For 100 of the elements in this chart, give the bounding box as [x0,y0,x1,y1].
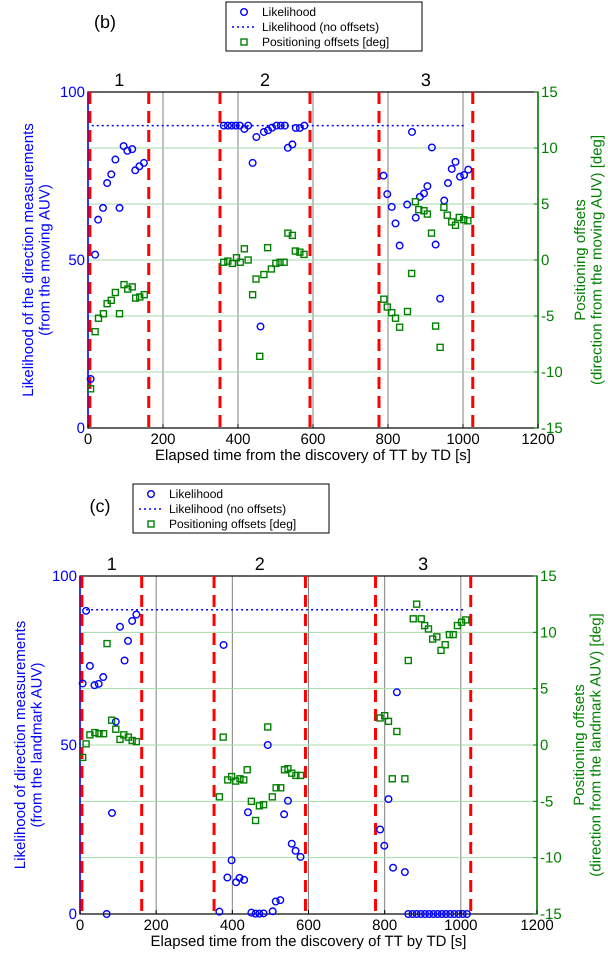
point [446,910,454,918]
point [124,285,132,293]
y2-tick-label: 5 [541,196,550,213]
legend-label: Likelihood [262,5,316,19]
point [136,293,144,301]
point [392,688,401,696]
point [277,784,284,792]
point [82,740,90,748]
y-tick-label: 100 [52,568,77,585]
point [112,726,120,733]
point [384,303,391,311]
chart-title: (b) [94,12,116,32]
point [288,140,296,148]
point [380,712,388,720]
point [268,124,276,132]
x-tick-label: 200 [150,431,176,448]
point [433,633,441,641]
point [120,656,129,664]
point [464,166,472,174]
point [244,256,252,264]
point [236,122,244,130]
point [240,776,248,784]
point [264,741,272,749]
point [131,166,140,174]
point [400,868,409,876]
point [380,172,388,180]
point [296,852,305,861]
point [132,294,140,302]
point [248,291,256,298]
x-tick-label: 400 [220,917,245,934]
y2-tick-label: 5 [540,680,548,698]
legend-label: Positioning offsets [deg] [169,517,296,531]
point [264,244,272,252]
point [82,606,90,615]
x-axis-title: Elapsed time from the discovery of TT by TD [s] [155,447,471,464]
point [452,158,460,166]
point [107,170,116,178]
point [272,260,280,268]
point [116,736,124,744]
point [103,640,111,648]
y2-tick-label: -10 [541,364,563,381]
x-tick-label: 1000 [444,917,478,934]
point [78,679,87,688]
point [103,300,111,308]
point [404,910,412,918]
point [99,204,107,212]
point [376,714,384,722]
point [456,172,464,181]
point [220,122,228,130]
point [296,772,304,780]
point [224,257,232,265]
y-tick-label: 0 [68,906,77,923]
point [252,133,260,142]
point [448,164,456,173]
point [116,622,124,631]
point [458,618,466,626]
point [268,793,276,801]
point [292,772,300,780]
point [432,240,440,249]
point [228,260,236,268]
point [256,322,264,331]
y2-tick-label: -10 [540,850,562,867]
point [276,896,284,904]
point [243,766,251,774]
point [450,630,457,638]
point [460,216,468,224]
point [86,731,94,739]
point [128,145,136,154]
point [288,769,296,777]
point [219,733,227,741]
point [384,718,392,726]
point [404,308,412,316]
point [429,910,438,918]
point [444,179,452,188]
point [392,219,400,228]
text: 2 [260,70,270,90]
y2-axis-title: Positioning offsets (direction from the landmark AUV) [deg] [571,613,604,877]
point [95,730,103,738]
point [424,625,432,633]
text: 3 [420,70,431,90]
point [248,158,257,167]
point [228,772,236,780]
y2-axis-title: Positioning offsets (direction from the moving AUV) [deg] [572,134,606,386]
point [292,124,300,132]
point [232,122,240,130]
point [376,826,384,834]
point [424,210,432,218]
point [412,198,420,206]
x-tick-label: 200 [144,917,169,934]
point [460,170,468,179]
legend-label: Likelihood (no offsets) [262,20,380,34]
point [464,217,472,224]
point [272,784,280,792]
point [91,250,100,259]
point [276,122,285,130]
point [244,808,252,816]
point [388,202,396,211]
point [454,910,463,918]
point [300,122,308,130]
text: 2 [254,554,265,574]
